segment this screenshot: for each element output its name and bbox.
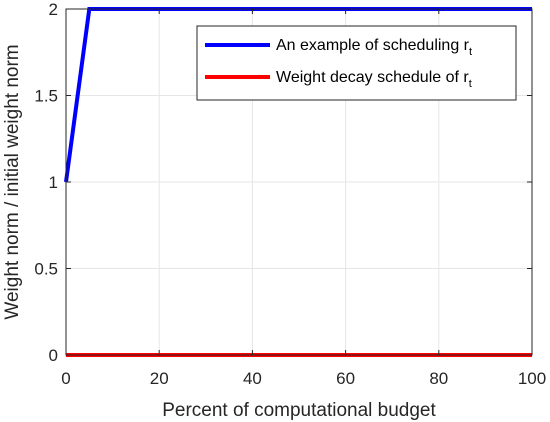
x-tick-label: 100 bbox=[518, 369, 546, 388]
x-tick-label: 40 bbox=[243, 369, 262, 388]
legend-entry-weight-decay: Weight decay schedule of rt bbox=[276, 69, 472, 90]
y-tick-label: 0.5 bbox=[34, 260, 58, 279]
legend-label-weight-decay: Weight decay schedule of r bbox=[276, 69, 469, 86]
legend: An example of scheduling rt Weight decay… bbox=[196, 25, 517, 101]
legend-entry-scheduling: An example of scheduling rt bbox=[276, 37, 472, 58]
legend-subscript-weight-decay: t bbox=[469, 78, 472, 90]
x-tick-label: 0 bbox=[61, 369, 70, 388]
x-tick-label: 80 bbox=[429, 369, 448, 388]
y-tick-label: 1.5 bbox=[34, 87, 58, 106]
x-tick-label: 60 bbox=[336, 369, 355, 388]
axis-ticks: 0 20 40 60 80 100 0 0.5 1 1.5 2 bbox=[34, 0, 546, 388]
legend-subscript-scheduling: t bbox=[469, 46, 472, 58]
y-tick-label: 2 bbox=[49, 0, 58, 19]
y-tick-label: 0 bbox=[49, 346, 58, 365]
y-tick-label: 1 bbox=[49, 173, 58, 192]
legend-box bbox=[196, 25, 517, 101]
y-axis-label: Weight norm / initial weight norm bbox=[2, 44, 23, 319]
legend-label-scheduling: An example of scheduling r bbox=[276, 37, 470, 54]
x-axis-label: Percent of computational budget bbox=[162, 400, 436, 421]
x-tick-label: 20 bbox=[150, 369, 169, 388]
